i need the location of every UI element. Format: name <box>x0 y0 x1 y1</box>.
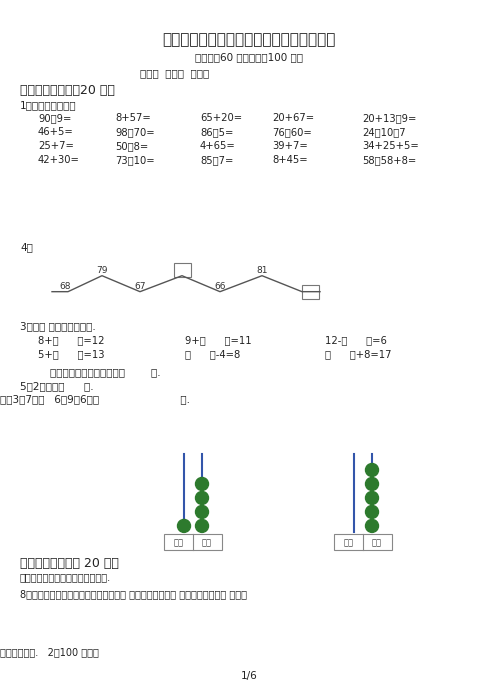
Text: 9+（      ）=11: 9+（ ）=11 <box>185 336 251 345</box>
Text: 4、: 4、 <box>20 241 33 252</box>
Circle shape <box>366 464 378 477</box>
Circle shape <box>366 505 378 518</box>
Text: 写摆算珠，涂摆珠，填写填写的数.: 写摆算珠，涂摆珠，填写填写的数. <box>20 573 111 582</box>
Text: 二、填空题。（共 20 分）: 二、填空题。（共 20 分） <box>20 557 119 570</box>
Text: 42+30=: 42+30= <box>38 155 80 165</box>
Text: 90－9=: 90－9= <box>38 113 71 123</box>
Text: 24－10－7: 24－10－7 <box>362 127 406 137</box>
Circle shape <box>196 477 209 490</box>
Text: 67: 67 <box>134 282 146 291</box>
Text: 39+7=: 39+7= <box>272 141 308 151</box>
Circle shape <box>196 491 209 504</box>
Text: 79: 79 <box>96 265 108 275</box>
Text: 班级：  姓名：  分数：: 班级： 姓名： 分数： <box>140 68 210 78</box>
Text: 81: 81 <box>256 265 268 275</box>
Text: 个位: 个位 <box>372 538 382 547</box>
Text: 两个正方形可以拼成一个（        ）.: 两个正方形可以拼成一个（ ）. <box>50 367 161 378</box>
Text: 50－8=: 50－8= <box>115 141 148 151</box>
Text: 8+57=: 8+57= <box>115 113 151 123</box>
Text: 8+45=: 8+45= <box>272 155 308 165</box>
Text: ）、3比7小（   6、9比6大（                         ）.: ）、3比7小（ 6、9比6大（ ）. <box>0 395 190 404</box>
Text: 一、计算小能手（20 分）: 一、计算小能手（20 分） <box>20 84 115 97</box>
Circle shape <box>196 519 209 532</box>
Text: 1、直接写出得数。: 1、直接写出得数。 <box>20 100 77 110</box>
Text: 十位: 十位 <box>344 538 354 547</box>
Text: 66: 66 <box>214 282 226 291</box>
Text: 73－10=: 73－10= <box>115 155 154 165</box>
Text: 34+25+5=: 34+25+5= <box>362 141 419 151</box>
Text: （      ）+8=17: （ ）+8=17 <box>325 350 391 360</box>
Text: 1/6: 1/6 <box>241 671 257 681</box>
Text: 3、在（ ）填上适当的数.: 3、在（ ）填上适当的数. <box>20 321 96 332</box>
Text: （时间：60 分钟分数：100 分）: （时间：60 分钟分数：100 分） <box>195 52 303 62</box>
Text: 8、计数器上，从右边数起，第一位是（ ）位，第二位是（ ）位，第三位是（ ）位。: 8、计数器上，从右边数起，第一位是（ ）位，第二位是（ ）位，第三位是（ ）位。 <box>20 590 247 599</box>
Text: 85－7=: 85－7= <box>200 155 234 165</box>
Text: 5+（      ）=13: 5+（ ）=13 <box>38 350 105 360</box>
Text: 76－60=: 76－60= <box>272 127 312 137</box>
Text: 20+67=: 20+67= <box>272 113 314 123</box>
Text: 46+5=: 46+5= <box>38 127 74 137</box>
Bar <box>334 534 392 551</box>
Circle shape <box>366 477 378 490</box>
Text: 68: 68 <box>59 282 71 291</box>
Circle shape <box>177 519 191 532</box>
Circle shape <box>366 519 378 532</box>
Bar <box>164 534 222 551</box>
Text: 青岛版一年级数学下册期末考试卷（最新）: 青岛版一年级数学下册期末考试卷（最新） <box>162 32 336 47</box>
Circle shape <box>366 491 378 504</box>
Text: 20+13－9=: 20+13－9= <box>362 113 416 123</box>
Bar <box>302 285 319 299</box>
Text: 98－70=: 98－70= <box>115 127 154 137</box>
Text: 12-（      ）=6: 12-（ ）=6 <box>325 336 387 345</box>
Text: 4+65=: 4+65= <box>200 141 236 151</box>
Bar <box>174 263 191 277</box>
Text: 个位: 个位 <box>202 538 212 547</box>
Text: 8+（      ）=12: 8+（ ）=12 <box>38 336 105 345</box>
Circle shape <box>196 505 209 518</box>
Text: 十位: 十位 <box>174 538 184 547</box>
Text: 25+7=: 25+7= <box>38 141 74 151</box>
Text: （      ）-4=8: （ ）-4=8 <box>185 350 240 360</box>
Text: ）个十组成的.   2、100 是由（: ）个十组成的. 2、100 是由（ <box>0 647 99 657</box>
Text: 5、2个十是（      ）.: 5、2个十是（ ）. <box>20 382 94 391</box>
Text: 86－5=: 86－5= <box>200 127 234 137</box>
Text: 58－58+8=: 58－58+8= <box>362 155 416 165</box>
Text: 65+20=: 65+20= <box>200 113 242 123</box>
